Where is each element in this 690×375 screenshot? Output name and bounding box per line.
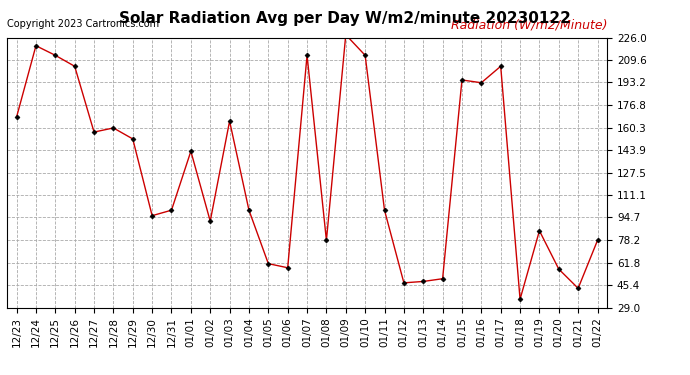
Text: Radiation (W/m2/Minute): Radiation (W/m2/Minute) (451, 19, 607, 32)
Text: Copyright 2023 Cartronics.com: Copyright 2023 Cartronics.com (7, 19, 159, 28)
Text: Solar Radiation Avg per Day W/m2/minute 20230122: Solar Radiation Avg per Day W/m2/minute … (119, 11, 571, 26)
